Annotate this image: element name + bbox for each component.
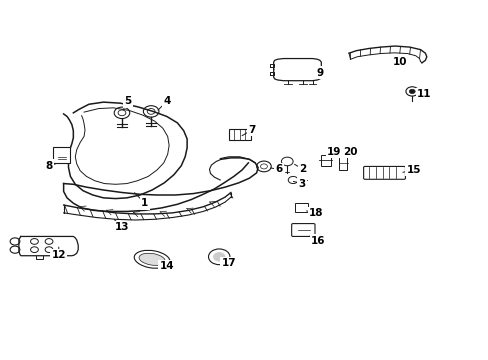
Text: 5: 5: [124, 96, 131, 107]
Text: 4: 4: [163, 96, 170, 107]
Text: 3: 3: [298, 179, 305, 189]
Ellipse shape: [134, 250, 170, 268]
Text: 2: 2: [299, 164, 306, 174]
Polygon shape: [19, 237, 78, 256]
Ellipse shape: [139, 253, 165, 265]
Text: 11: 11: [416, 89, 431, 99]
FancyBboxPatch shape: [338, 155, 346, 170]
Text: 17: 17: [221, 258, 236, 268]
Text: 6: 6: [274, 164, 282, 174]
Text: 18: 18: [308, 208, 323, 218]
Text: 1: 1: [141, 198, 148, 208]
FancyBboxPatch shape: [53, 148, 70, 163]
Text: 8: 8: [45, 161, 53, 171]
Text: 7: 7: [247, 125, 255, 135]
FancyBboxPatch shape: [294, 203, 307, 212]
Text: 9: 9: [316, 68, 323, 78]
FancyBboxPatch shape: [320, 156, 330, 166]
Text: 12: 12: [51, 250, 66, 260]
Text: 20: 20: [343, 147, 357, 157]
FancyBboxPatch shape: [291, 224, 314, 237]
Text: 14: 14: [159, 261, 174, 271]
FancyBboxPatch shape: [363, 166, 405, 179]
Text: 10: 10: [392, 57, 407, 67]
Text: 15: 15: [406, 165, 420, 175]
Polygon shape: [273, 59, 321, 81]
Text: 13: 13: [115, 222, 129, 232]
Circle shape: [213, 252, 224, 261]
FancyBboxPatch shape: [229, 129, 250, 140]
Text: 16: 16: [310, 236, 325, 246]
Text: 19: 19: [326, 147, 341, 157]
Circle shape: [408, 89, 414, 94]
